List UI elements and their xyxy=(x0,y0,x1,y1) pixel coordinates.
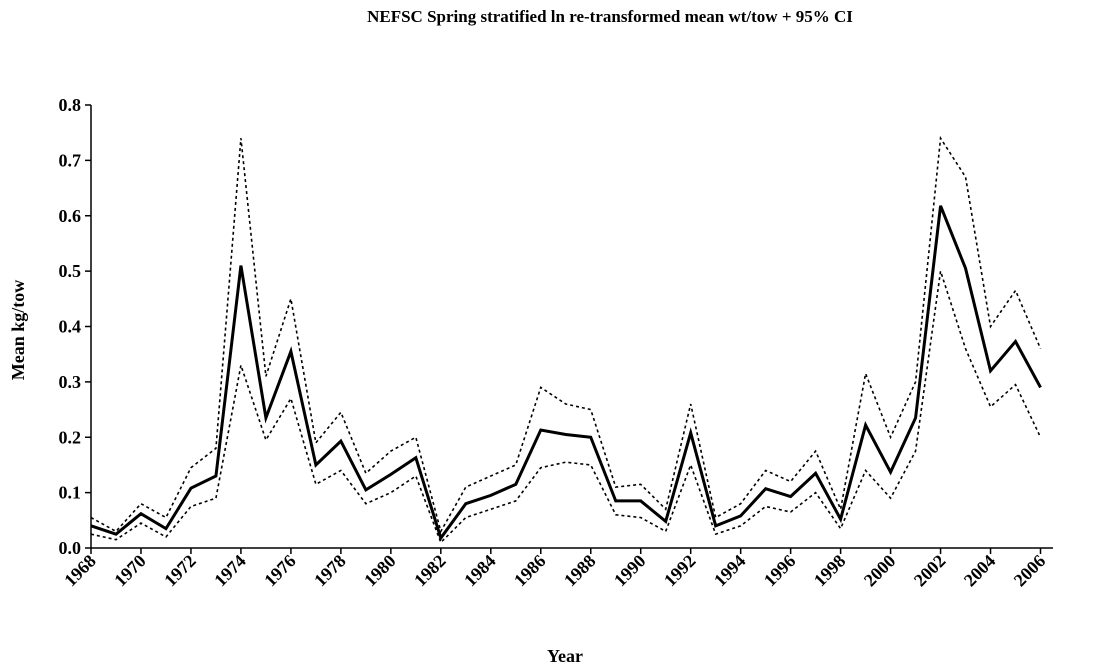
x-tick-label: 1984 xyxy=(460,551,500,591)
x-tick-label: 2000 xyxy=(860,551,900,591)
y-axis-label: Mean kg/tow xyxy=(8,280,28,381)
y-tick-label: 0.4 xyxy=(59,317,82,337)
ci-line xyxy=(90,135,1042,534)
mean-line xyxy=(90,205,1042,542)
ci-line xyxy=(90,270,1042,544)
x-tick-label: 1998 xyxy=(810,551,850,591)
x-tick-label: 1978 xyxy=(310,551,350,591)
y-tick-label: 0.6 xyxy=(59,206,82,226)
x-tick-label: 1970 xyxy=(110,551,150,591)
y-tick-label: 0.7 xyxy=(59,150,82,170)
y-tick-label: 0.1 xyxy=(59,483,82,503)
x-tick-label: 1994 xyxy=(710,551,750,591)
y-tick-label: 0.2 xyxy=(59,427,82,447)
y-tick-label: 0.8 xyxy=(59,95,82,115)
x-tick-label: 1972 xyxy=(160,551,200,591)
x-tick-label: 1996 xyxy=(760,551,800,591)
x-tick-label: 1976 xyxy=(260,551,300,591)
x-tick-label: 2004 xyxy=(960,551,1000,591)
x-tick-label: 1988 xyxy=(560,551,600,591)
x-tick-label: 1990 xyxy=(610,551,650,591)
y-tick-label: 0.0 xyxy=(59,538,82,558)
x-tick-label: 1982 xyxy=(410,551,450,591)
chart-title: NEFSC Spring stratified ln re-transforme… xyxy=(367,7,853,26)
x-tick-label: 1992 xyxy=(660,551,700,591)
x-tick-label: 1974 xyxy=(210,551,250,591)
x-tick-label: 2002 xyxy=(910,551,950,591)
x-tick-label: 1986 xyxy=(510,551,550,591)
x-axis-label: Year xyxy=(547,646,583,666)
x-tick-label: 2006 xyxy=(1010,551,1050,591)
y-tick-label: 0.5 xyxy=(59,261,82,281)
x-tick-label: 1980 xyxy=(360,551,400,591)
y-tick-label: 0.3 xyxy=(59,372,82,392)
